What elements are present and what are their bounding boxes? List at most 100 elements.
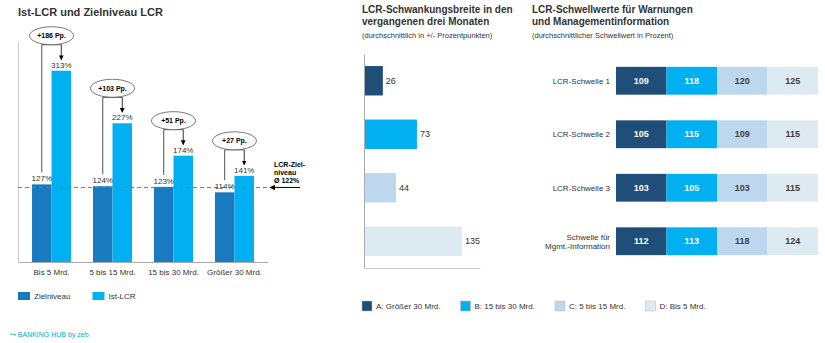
cell [717,67,768,95]
annotation-arrow [183,130,184,145]
x-axis: Bis 5 Mrd. 5 bis 15 Mrd. 15 bis 30 Mrd. Grö… [19,263,269,277]
cell-label: 115 [785,183,800,193]
legend-swatch [18,292,30,300]
bar [32,184,52,262]
text-line: LCR-Schwankungsbreite in den [362,4,513,15]
x-tick: Bis 5 Mrd. [34,268,70,277]
annotation-arrow [122,97,123,112]
data-label: 127% [32,174,52,183]
cell [717,174,768,202]
annotation-arrow [244,150,245,165]
legend-label: C: 5 bis 15 Mrd. [569,302,625,311]
panel-horizontal-bars: 267344135 [364,55,481,269]
legend-label: A: Größer 30 Mrd. [376,302,440,311]
legend-swatch [460,301,470,311]
x-axis-line [365,268,481,269]
cell [667,174,718,202]
cell-label: 118 [684,76,699,86]
bar [215,192,235,262]
text-line: LCR-Schwellwerte für Warnungen [532,4,693,15]
bars [364,66,462,256]
text-line: und Managementinformation [532,16,669,27]
cell-label: 103 [634,183,649,193]
legend-item: C: 5 bis 15 Mrd. [555,301,625,311]
reference-label: LCR-Ziel-niveauØ 122% [274,161,306,184]
legend: Zielniveau Ist-LCR [18,292,136,301]
cells [616,67,818,255]
chart-title: LCR-Schwankungsbreite in denvergangenen … [362,4,513,27]
y-axis-line [18,43,19,263]
bar [364,173,396,202]
cell [616,120,667,148]
annotation-bubble [30,27,74,45]
x-tick: Größer 30 Mrd. [207,268,262,277]
cell [616,67,667,95]
data-label: 135 [465,236,480,246]
cell [667,67,718,95]
text-line: Schwelle für [566,232,610,241]
bar [364,120,417,149]
data-label: 123% [153,177,173,186]
x-tick-label: Bis 5 Mrd. [34,268,70,277]
cell-label: 112 [634,236,649,246]
row-label: Schwelle fürMgmt.-Information [545,232,610,250]
data-label: 174% [173,146,193,155]
x-axis-line [19,262,269,263]
data-label: 124% [93,176,113,185]
chart-title: Ist-LCR und Zielniveau LCR [18,6,163,18]
annotation-connector [224,150,225,181]
data-label: 73 [420,129,430,139]
bar [173,156,193,262]
cell-label: 103 [735,183,750,193]
data-label: 227% [112,113,132,122]
cell-label: 105 [634,129,649,139]
x-tick-label: 15 bis 30 Mrd. [148,268,199,277]
x-tick-label: 5 bis 15 Mrd. [89,268,135,277]
annotation-bubble [151,112,195,130]
cell-label: 115 [684,129,699,139]
annotation-arrow [61,45,62,60]
cell [717,120,768,148]
source: ↪ BANKING HUB by zeb [10,331,89,339]
cell [667,227,718,255]
annotation-connector [163,130,164,175]
cell [616,227,667,255]
legend-label: D: Bis 5 Mrd. [659,302,705,311]
annotation-connector [102,97,103,174]
text-line: LCR-Schwelle 3 [553,183,611,192]
legend-label: Ist-LCR [108,292,135,301]
text-line: LCR-Ziel- [274,161,306,168]
cell-label: 105 [684,183,699,193]
legend-swatch [555,301,565,311]
cell-label: 118 [735,236,750,246]
bar [364,66,383,95]
legend-item: D: Bis 5 Mrd. [645,301,705,311]
row-label: LCR-Schwelle 3 [553,183,611,192]
chart-subtitle: (durchschnittlich in +/- Prozentpunkten) [362,31,493,40]
cell-label: 109 [735,129,750,139]
bar [93,186,113,262]
reference-arrow [270,187,300,188]
data-label: 313% [51,61,71,70]
cell [667,120,718,148]
legend-label: Zielniveau [34,292,70,301]
legend-item: A: Größer 30 Mrd. [362,301,440,311]
annotation-text: +186 Pp. [37,32,66,40]
text-line: Mgmt.-Information [545,241,610,250]
cell-label: 125 [785,76,800,86]
bar [364,227,462,256]
y-axis [364,55,365,269]
legend: A: Größer 30 Mrd. B: 15 bis 30 Mrd. C: 5 b… [362,301,706,311]
annotation-bubble [212,132,256,150]
text-line: Ø 122% [274,177,300,184]
bar [52,71,72,262]
x-axis [365,268,481,269]
chart-root: Ist-LCR und Zielniveau LCR Bis 5 Mrd. 5 bi… [0,0,825,343]
annotation-text: +27 Pp. [222,137,247,145]
data-label: 44 [399,183,409,193]
y-axis-line [364,55,365,269]
annotation-text: +51 Pp. [161,117,186,125]
panel-cell-grid: LCR-Schwelle 1LCR-Schwelle 2LCR-Schwelle… [545,67,818,255]
annotation-connector [41,45,42,173]
legend-item: B: 15 bis 30 Mrd. [460,301,534,311]
